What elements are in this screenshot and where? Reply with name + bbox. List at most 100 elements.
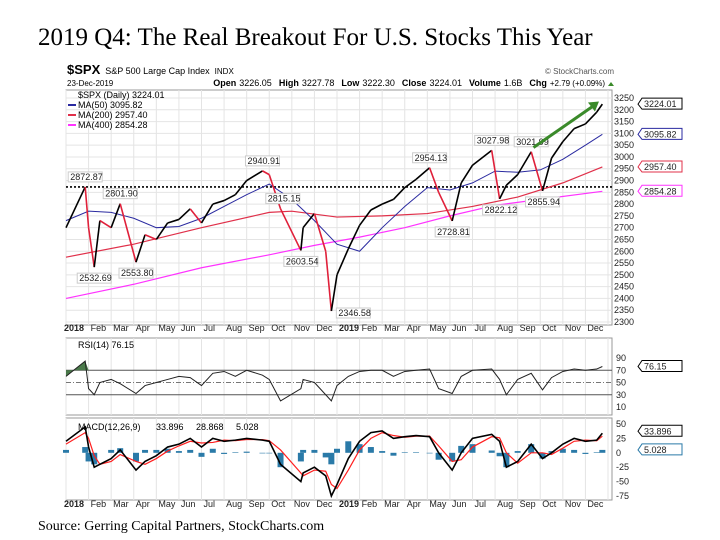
x-tick-label: Feb <box>362 499 378 509</box>
hist-last-tag-box <box>637 443 683 456</box>
price-y-tick: 3200 <box>614 105 634 115</box>
macd-y-tick: 50 <box>616 419 626 429</box>
ma50-line <box>65 133 603 252</box>
macd-histogram-bar <box>221 452 228 454</box>
macd-histogram-bar <box>426 452 433 454</box>
price-segment <box>167 218 180 224</box>
macd-histogram-bar <box>108 449 115 453</box>
macd-histogram-bar <box>379 451 386 453</box>
macd-histogram-bar <box>85 452 92 462</box>
price-annotation: 2940.91 <box>247 156 280 166</box>
x-tick-label: Apr <box>407 323 421 333</box>
price-segment <box>516 151 532 176</box>
annotation-box <box>482 204 518 216</box>
macd-histogram-bar <box>198 452 205 457</box>
macd-histogram-bar <box>91 452 98 465</box>
macd-last-tag-box <box>637 424 683 437</box>
x-tick-label: Nov <box>565 499 582 509</box>
breakout-arrow <box>532 104 595 149</box>
last-value-tag: 3095.82 <box>644 129 677 139</box>
macd-histogram-bar <box>297 452 304 462</box>
annotation-box <box>474 134 510 146</box>
x-tick-label: Sep <box>520 499 536 509</box>
price-segment <box>93 220 101 268</box>
x-tick-label: Sep <box>249 323 265 333</box>
price-segment <box>300 227 304 251</box>
rsi-last-tag-box <box>637 359 683 372</box>
price-y-tick: 3150 <box>614 117 634 127</box>
price-segment <box>155 222 169 240</box>
price-segment <box>99 219 112 229</box>
last-value-tag: 2854.28 <box>644 186 677 196</box>
x-tick-label: 2019 <box>339 323 359 333</box>
last-value-tag-box <box>637 97 683 110</box>
macd-histogram-bar <box>435 452 442 460</box>
annotation-box <box>67 171 103 183</box>
price-segment <box>87 227 96 268</box>
rsi-legend: RSI(14) 76.15 <box>78 340 134 350</box>
price-y-tick: 2650 <box>614 234 634 244</box>
price-segment <box>178 208 191 221</box>
price-segment <box>302 213 316 229</box>
x-tick-label: Jul <box>204 499 216 509</box>
x-tick-label: Jun <box>181 323 196 333</box>
macd-legend-value: 33.896 <box>156 422 184 432</box>
arrow-head-icon <box>587 101 599 112</box>
last-value-tag-box <box>637 160 683 173</box>
price-segment <box>330 274 338 312</box>
price-segment <box>498 184 508 200</box>
x-tick-label: Apr <box>136 499 150 509</box>
price-y-tick: 3050 <box>614 140 634 150</box>
ma200-line <box>65 166 603 258</box>
x-tick-label: Aug <box>497 323 513 333</box>
x-tick-label: Oct <box>542 499 557 509</box>
macd-panel-frame <box>65 417 613 501</box>
x-tick-label: 2018 <box>64 323 84 333</box>
macd-y-tick: 25 <box>616 433 626 443</box>
price-y-tick: 2850 <box>614 187 634 197</box>
price-segment <box>404 178 417 189</box>
macd-histogram-bar <box>133 452 140 462</box>
price-segment <box>84 186 90 228</box>
chart-header-row-2: 23-Dec-2019 Open 3226.05 High 3227.78 Lo… <box>67 78 614 89</box>
price-segment <box>573 123 586 130</box>
last-value-tag-box <box>637 127 683 140</box>
annotation-box <box>513 136 549 148</box>
rsi-panel-frame <box>65 337 613 416</box>
volume-label: Volume <box>468 78 501 88</box>
annotation-box <box>412 152 448 164</box>
annotation-box <box>76 272 112 284</box>
price-segment <box>200 203 214 224</box>
x-tick-label: Nov <box>565 323 582 333</box>
price-annotation: 2553.80 <box>121 268 154 278</box>
macd-histogram-bar <box>496 452 503 457</box>
macd-histogram-bar <box>82 447 89 453</box>
price-segment <box>347 224 361 250</box>
price-annotation: 3027.98 <box>477 135 510 145</box>
price-segment <box>490 150 501 200</box>
price-segment <box>234 180 248 196</box>
price-annotation: 2532.69 <box>79 273 112 283</box>
price-y-tick: 2750 <box>614 211 634 221</box>
low-value: 3222.30 <box>362 78 395 88</box>
price-segment <box>324 251 333 312</box>
high-label: High <box>278 78 299 88</box>
rsi-last-tag: 76.15 <box>644 361 667 371</box>
signal-legend-value: 28.868 <box>196 422 224 432</box>
price-y-tick: 2600 <box>614 246 634 256</box>
price-y-tick: 2800 <box>614 199 634 209</box>
low-label: Low <box>341 78 360 88</box>
x-tick-label: 2018 <box>64 499 84 509</box>
macd-last-tag: 33.896 <box>644 426 672 436</box>
price-segment <box>279 208 302 251</box>
x-tick-label: Mar <box>113 499 129 509</box>
macd-histogram-bar <box>582 452 589 454</box>
price-annotation: 2728.81 <box>437 227 470 237</box>
macd-histogram-bar <box>232 452 239 453</box>
price-segment <box>262 170 270 176</box>
x-tick-label: Nov <box>294 323 311 333</box>
chart-header-row-1: $SPX S&P 500 Large Cap Index INDX © Stoc… <box>67 62 614 77</box>
macd-histogram-bar <box>153 449 160 453</box>
price-segment <box>110 203 121 228</box>
macd-histogram-bar <box>599 449 606 453</box>
